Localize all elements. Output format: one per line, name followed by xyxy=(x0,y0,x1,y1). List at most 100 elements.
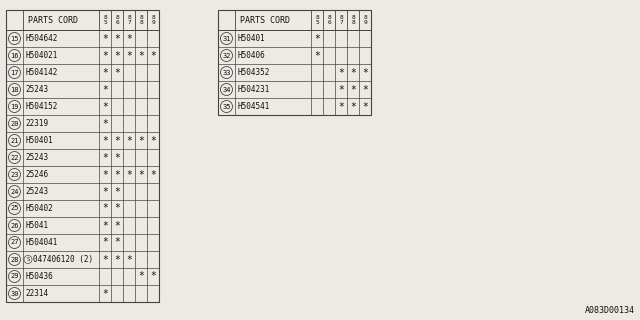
Text: H50401: H50401 xyxy=(237,34,265,43)
Text: 8
9: 8 9 xyxy=(363,15,367,25)
Text: 34: 34 xyxy=(222,86,231,92)
Text: 26: 26 xyxy=(10,222,19,228)
Text: 25243: 25243 xyxy=(25,153,48,162)
Text: *: * xyxy=(114,237,120,247)
Text: *: * xyxy=(350,84,356,94)
Text: 24: 24 xyxy=(10,188,19,195)
Text: 22: 22 xyxy=(10,155,19,161)
Text: *: * xyxy=(150,271,156,282)
Text: A083D00134: A083D00134 xyxy=(585,306,635,315)
Text: 8
7: 8 7 xyxy=(127,15,131,25)
Text: *: * xyxy=(102,187,108,196)
Text: *: * xyxy=(362,101,368,111)
Text: 21: 21 xyxy=(10,138,19,143)
Text: *: * xyxy=(102,170,108,180)
Text: *: * xyxy=(138,170,144,180)
Text: 047406120 (2): 047406120 (2) xyxy=(33,255,93,264)
Text: 8
5: 8 5 xyxy=(103,15,107,25)
Text: *: * xyxy=(102,84,108,94)
Text: 19: 19 xyxy=(10,103,19,109)
Text: *: * xyxy=(102,135,108,146)
Text: PARTS CORD: PARTS CORD xyxy=(239,15,289,25)
Text: *: * xyxy=(314,34,320,44)
Text: *: * xyxy=(102,51,108,60)
Text: *: * xyxy=(102,254,108,265)
Text: 32: 32 xyxy=(222,52,231,59)
Text: *: * xyxy=(126,254,132,265)
Bar xyxy=(6,10,159,302)
Text: H504152: H504152 xyxy=(25,102,58,111)
Text: H50436: H50436 xyxy=(25,272,52,281)
Text: 22319: 22319 xyxy=(25,119,48,128)
Text: *: * xyxy=(114,135,120,146)
Text: 8
8: 8 8 xyxy=(139,15,143,25)
Text: H504642: H504642 xyxy=(25,34,58,43)
Text: 8
5: 8 5 xyxy=(315,15,319,25)
Text: S: S xyxy=(26,257,29,262)
Text: *: * xyxy=(126,34,132,44)
Text: *: * xyxy=(102,153,108,163)
Text: *: * xyxy=(114,68,120,77)
Text: 8
9: 8 9 xyxy=(151,15,155,25)
Text: 27: 27 xyxy=(10,239,19,245)
Text: 22314: 22314 xyxy=(25,289,48,298)
Text: *: * xyxy=(114,153,120,163)
Text: H504352: H504352 xyxy=(237,68,269,77)
Text: PARTS CORD: PARTS CORD xyxy=(28,15,77,25)
Text: *: * xyxy=(114,254,120,265)
Text: *: * xyxy=(102,289,108,299)
Text: *: * xyxy=(114,220,120,230)
Text: *: * xyxy=(150,135,156,146)
Text: *: * xyxy=(138,271,144,282)
Text: *: * xyxy=(362,68,368,77)
Text: 23: 23 xyxy=(10,172,19,178)
Text: 30: 30 xyxy=(10,291,19,297)
Text: 35: 35 xyxy=(222,103,231,109)
Text: 8
7: 8 7 xyxy=(339,15,343,25)
Text: 31: 31 xyxy=(222,36,231,42)
Text: *: * xyxy=(150,51,156,60)
Text: 33: 33 xyxy=(222,69,231,76)
Text: 8
6: 8 6 xyxy=(327,15,331,25)
Text: *: * xyxy=(338,84,344,94)
Text: *: * xyxy=(102,220,108,230)
Text: H504021: H504021 xyxy=(25,51,58,60)
Bar xyxy=(218,10,371,115)
Text: 8
6: 8 6 xyxy=(115,15,119,25)
Text: H504541: H504541 xyxy=(237,102,269,111)
Text: H50401: H50401 xyxy=(25,136,52,145)
Text: *: * xyxy=(338,101,344,111)
Text: *: * xyxy=(102,237,108,247)
Text: 16: 16 xyxy=(10,52,19,59)
Text: *: * xyxy=(314,51,320,60)
Text: *: * xyxy=(126,170,132,180)
Text: *: * xyxy=(138,51,144,60)
Text: *: * xyxy=(126,51,132,60)
Text: H504142: H504142 xyxy=(25,68,58,77)
Text: *: * xyxy=(114,187,120,196)
Text: *: * xyxy=(338,68,344,77)
Text: *: * xyxy=(114,34,120,44)
Text: *: * xyxy=(102,68,108,77)
Text: 29: 29 xyxy=(10,274,19,279)
Text: H504041: H504041 xyxy=(25,238,58,247)
Text: *: * xyxy=(114,204,120,213)
Text: 25243: 25243 xyxy=(25,85,48,94)
Text: *: * xyxy=(102,204,108,213)
Text: *: * xyxy=(362,84,368,94)
Text: H504231: H504231 xyxy=(237,85,269,94)
Text: 20: 20 xyxy=(10,121,19,126)
Text: H50406: H50406 xyxy=(237,51,265,60)
Text: *: * xyxy=(350,68,356,77)
Text: 25243: 25243 xyxy=(25,187,48,196)
Text: 17: 17 xyxy=(10,69,19,76)
Text: *: * xyxy=(102,118,108,129)
Text: *: * xyxy=(350,101,356,111)
Text: *: * xyxy=(150,170,156,180)
Text: 25: 25 xyxy=(10,205,19,212)
Text: 25246: 25246 xyxy=(25,170,48,179)
Text: 8
8: 8 8 xyxy=(351,15,355,25)
Text: 28: 28 xyxy=(10,257,19,262)
Text: *: * xyxy=(114,51,120,60)
Text: *: * xyxy=(138,135,144,146)
